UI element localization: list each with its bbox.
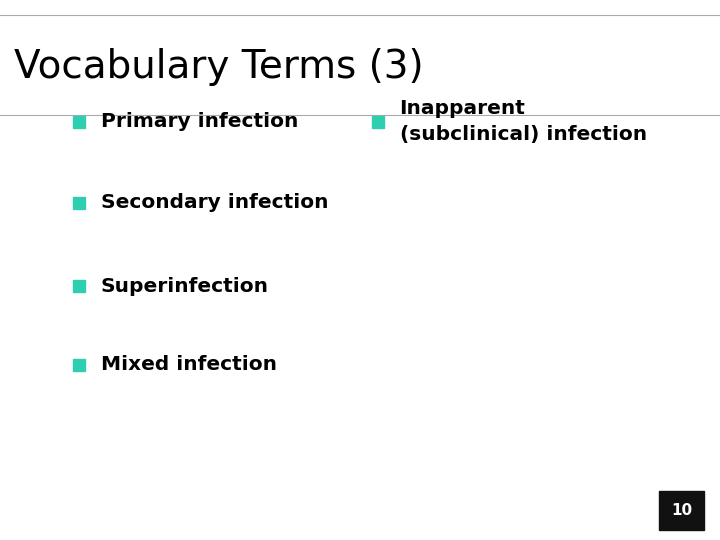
Text: Secondary infection: Secondary infection — [101, 193, 328, 212]
Text: Inapparent
(subclinical) infection: Inapparent (subclinical) infection — [400, 99, 647, 144]
Text: Vocabulary Terms (3): Vocabulary Terms (3) — [14, 49, 424, 86]
FancyBboxPatch shape — [659, 491, 704, 530]
Text: Primary infection: Primary infection — [101, 112, 298, 131]
Text: 10: 10 — [671, 503, 692, 518]
Text: Superinfection: Superinfection — [101, 276, 269, 296]
Text: Mixed infection: Mixed infection — [101, 355, 276, 374]
